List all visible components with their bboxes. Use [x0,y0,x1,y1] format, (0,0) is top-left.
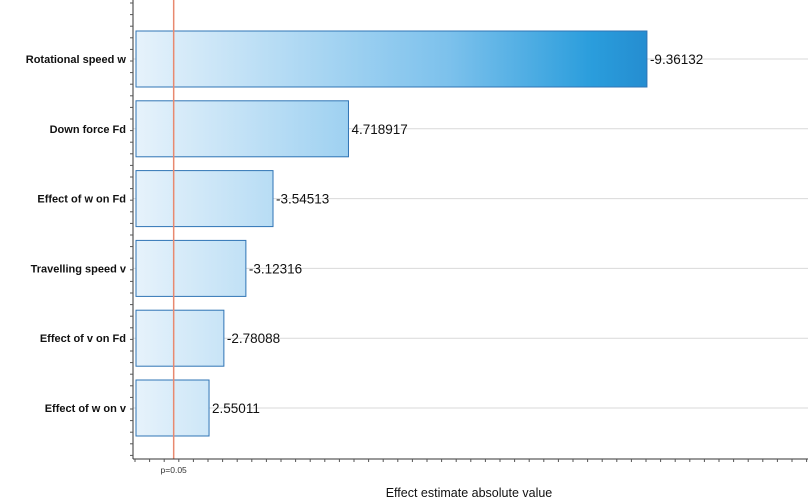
reference-line-label: p=0.05 [161,465,188,475]
bar [135,379,210,437]
bar [135,30,648,88]
category-label: Travelling speed v [31,263,127,275]
category-label: Rotational speed w [26,54,127,66]
data-label: 4.718917 [351,122,407,137]
labels: Rotational speed w -9.36132 Down force Fd 4… [26,52,703,416]
bar [135,100,349,158]
data-label: 2.55011 [212,401,260,416]
bars [135,30,648,437]
reference-line-group: p=0.05 [161,0,188,475]
category-label: Effect of w on Fd [37,194,126,206]
data-label: -3.54513 [276,192,329,207]
axes [130,0,808,462]
data-label: -2.78088 [227,331,280,346]
category-label: Down force Fd [50,124,126,136]
bar [135,309,225,367]
data-label: -9.36132 [650,52,703,67]
x-axis-title: Effect estimate absolute value [386,486,553,500]
category-label: Effect of v on Fd [40,333,126,345]
category-label: Effect of w on v [45,403,127,415]
data-label: -3.12316 [249,261,302,276]
bar [135,239,247,297]
bar [135,170,274,228]
